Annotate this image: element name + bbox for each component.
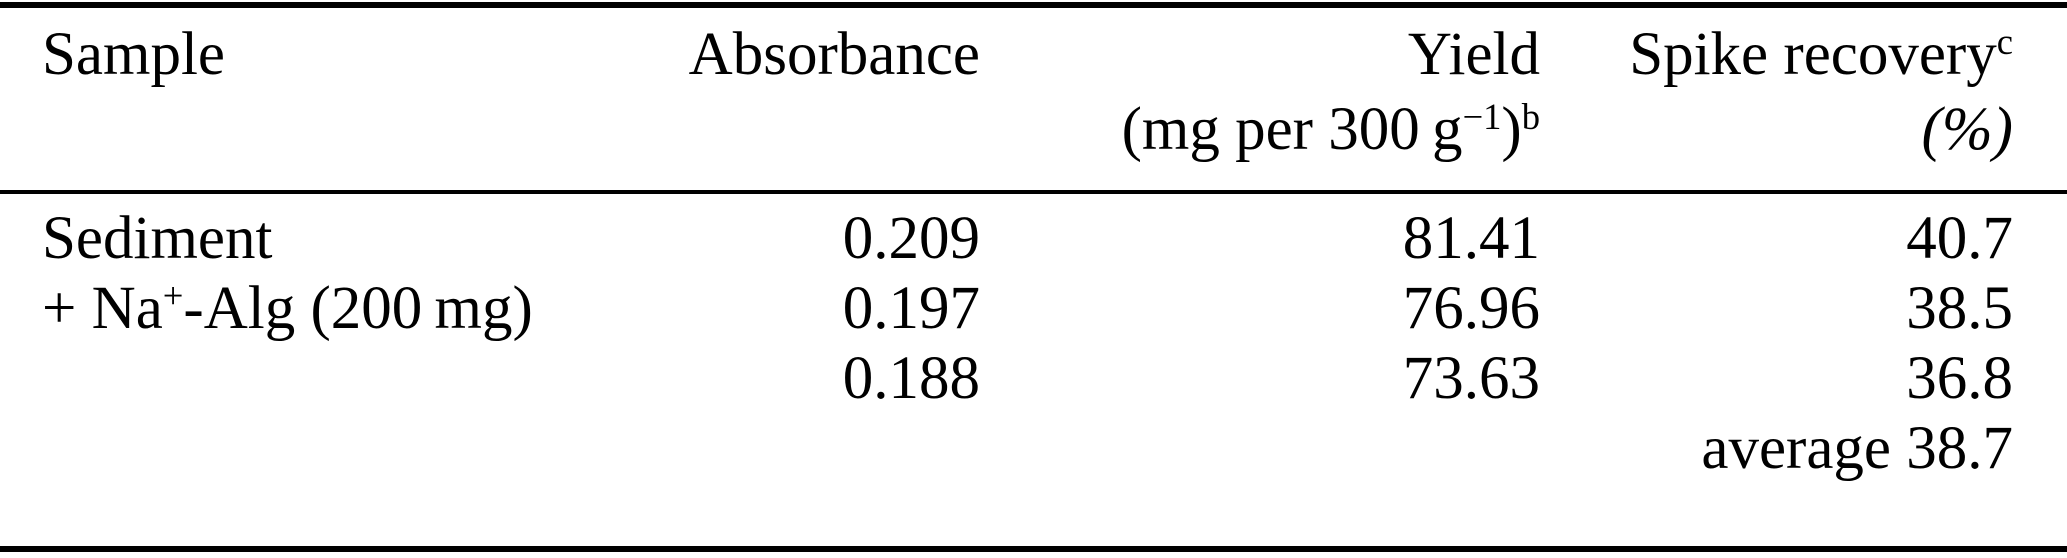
column-header-spike-cell: Spike recoveryc (%): [1540, 17, 2013, 167]
yield-values-cell: 81.41 76.96 73.63: [980, 204, 1540, 484]
column-header-sample-cell: Sample: [42, 17, 562, 167]
sample-line2-text: + Na: [42, 275, 163, 342]
cell-yield-2: 76.96: [1402, 275, 1540, 342]
cell-absorbance-1: 0.209: [842, 205, 980, 272]
column-header-spike-recovery: Spike recoveryc: [1540, 17, 2013, 92]
footnote-marker-b: b: [1521, 95, 1540, 137]
table-body: Sediment + Na+-Alg (200 mg) 0.209 0.197 …: [42, 204, 2013, 484]
column-header-absorbance: Absorbance: [688, 21, 980, 88]
yield-unit-exponent: −1: [1462, 95, 1502, 137]
table-header-row: Sample Absorbance Yield (mg per 300 g−1)…: [42, 17, 2013, 167]
cell-spike-3: 36.8: [1906, 345, 2013, 412]
cell-spike-1: 40.7: [1906, 205, 2013, 272]
cell-absorbance-3: 0.188: [842, 345, 980, 412]
sample-line2-text-end: -Alg (200 mg): [183, 275, 533, 342]
average-value: 38.7: [1906, 415, 2013, 482]
cell-spike-average: average 38.7: [1540, 414, 2013, 484]
cell-absorbance-2: 0.197: [842, 275, 980, 342]
column-header-spike-unit: (%): [1921, 96, 2013, 163]
sample-name-line1: Sediment: [42, 205, 273, 272]
yield-unit-text: (mg per 300 g: [1121, 96, 1463, 163]
column-header-yield-cell: Yield (mg per 300 g−1)b: [980, 17, 1540, 167]
cell-spike-2: 38.5: [1906, 275, 2013, 342]
cell-yield-1: 81.41: [1402, 205, 1540, 272]
yield-unit-close-paren: ): [1501, 96, 1522, 163]
spike-recovery-values-cell: 40.7 38.5 36.8 average 38.7: [1540, 204, 2013, 484]
table-header-rule: [0, 190, 2067, 194]
column-header-yield-unit: (mg per 300 g−1)b: [980, 92, 1540, 167]
sample-name-cell: Sediment + Na+-Alg (200 mg): [42, 204, 562, 484]
cell-yield-3: 73.63: [1402, 345, 1540, 412]
footnote-marker-c: c: [1996, 20, 2013, 62]
table-bottom-rule: [0, 546, 2067, 552]
absorbance-values-cell: 0.209 0.197 0.188: [562, 204, 980, 484]
column-header-absorbance-cell: Absorbance: [562, 17, 980, 167]
table-top-rule: [0, 2, 2067, 8]
average-label: average: [1701, 415, 1891, 482]
sample-name-line2: + Na+-Alg (200 mg): [42, 274, 562, 344]
sodium-charge-superscript: +: [162, 274, 184, 316]
column-header-sample: Sample: [42, 21, 225, 88]
column-header-yield: Yield: [1407, 21, 1540, 88]
spike-recovery-text: Spike recovery: [1629, 21, 1997, 88]
